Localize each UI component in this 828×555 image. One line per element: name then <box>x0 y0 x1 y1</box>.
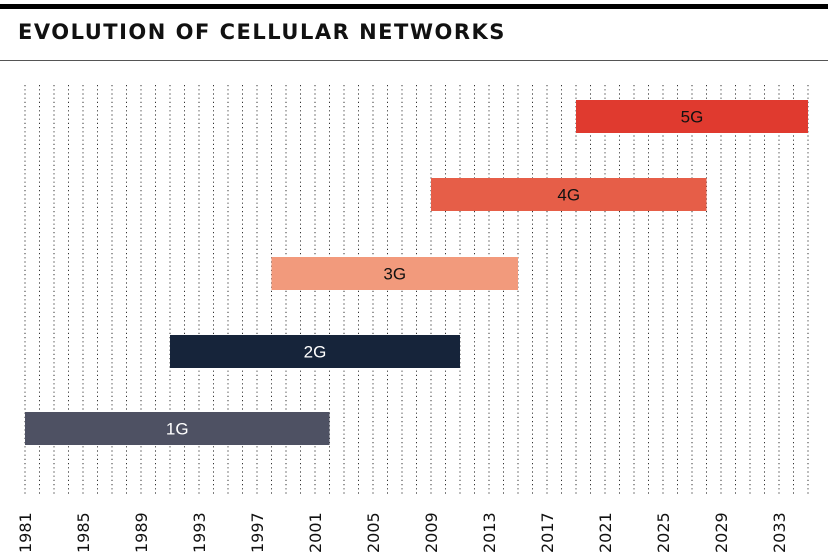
title-divider <box>0 60 828 61</box>
bar-3g <box>271 257 518 290</box>
top-rule <box>0 4 828 9</box>
x-tick-2005: 2005 <box>364 512 383 553</box>
bar-label-3g: 3G <box>383 265 406 284</box>
x-tick-1993: 1993 <box>190 512 209 553</box>
bar-label-1g: 1G <box>166 420 189 439</box>
x-tick-2009: 2009 <box>422 512 441 553</box>
x-tick-1989: 1989 <box>132 512 151 553</box>
x-tick-2025: 2025 <box>654 512 673 553</box>
x-tick-1985: 1985 <box>74 512 93 553</box>
bar-label-2g: 2G <box>304 343 327 362</box>
x-tick-2029: 2029 <box>712 512 731 553</box>
x-tick-2033: 2033 <box>770 512 789 553</box>
x-tick-labels: 1981 1985 1989 1993 1997 2001 2005 2009 2013 2017… <box>16 512 789 553</box>
bar-4g <box>431 178 707 211</box>
x-tick-2001: 2001 <box>306 512 325 553</box>
bar-label-5g: 5G <box>681 108 704 127</box>
x-tick-1997: 1997 <box>248 512 267 553</box>
bar-1g <box>25 412 330 445</box>
bar-2g <box>170 335 460 368</box>
x-tick-1981: 1981 <box>16 512 35 553</box>
x-tick-2017: 2017 <box>538 512 557 553</box>
x-tick-2021: 2021 <box>596 512 615 553</box>
chart-title: EVOLUTION OF CELLULAR NETWORKS <box>18 20 506 44</box>
bars-group: 1G 2G 3G 4G 5G <box>25 100 808 445</box>
x-tick-2013: 2013 <box>480 512 499 553</box>
bar-5g <box>576 100 808 133</box>
bar-label-4g: 4G <box>557 186 580 205</box>
